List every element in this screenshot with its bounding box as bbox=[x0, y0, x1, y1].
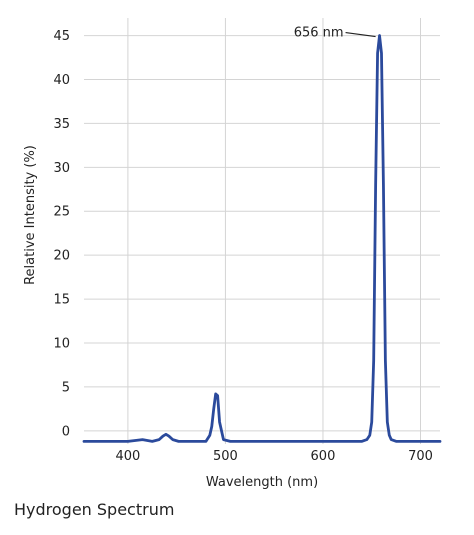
y-tick-label: 45 bbox=[53, 29, 70, 44]
x-axis-title: Wavelength (nm) bbox=[206, 475, 318, 490]
y-tick-label: 10 bbox=[53, 336, 70, 351]
y-tick-label: 30 bbox=[53, 161, 70, 176]
spectrum-line bbox=[82, 34, 442, 443]
annotation-layer: 656 nm bbox=[294, 26, 376, 41]
x-tick-label: 400 bbox=[115, 449, 140, 464]
series-layer bbox=[82, 34, 442, 443]
annotation-leader-line bbox=[345, 31, 376, 38]
x-tick-label: 500 bbox=[213, 449, 238, 464]
y-tick-label: 25 bbox=[53, 205, 70, 220]
peak-annotation-label: 656 nm bbox=[294, 26, 344, 41]
hydrogen-spectrum-chart: 400 500 600 700 0 5 10 15 20 25 30 35 40 45 656 nm Wa… bbox=[23, 18, 442, 490]
y-tick-label: 5 bbox=[62, 380, 70, 395]
y-axis-title: Relative Intensity (%) bbox=[23, 145, 38, 285]
y-tick-label: 40 bbox=[53, 73, 70, 88]
y-tick-label: 15 bbox=[53, 293, 70, 308]
y-tick-label: 0 bbox=[62, 424, 70, 439]
y-tick-label: 35 bbox=[53, 117, 70, 132]
x-tick-label: 600 bbox=[311, 449, 336, 464]
figure-caption: Hydrogen Spectrum bbox=[14, 500, 175, 519]
x-tick-label: 700 bbox=[408, 449, 433, 464]
y-tick-label: 20 bbox=[53, 249, 70, 264]
tick-labels: 400 500 600 700 0 5 10 15 20 25 30 35 40 45 bbox=[53, 29, 432, 464]
